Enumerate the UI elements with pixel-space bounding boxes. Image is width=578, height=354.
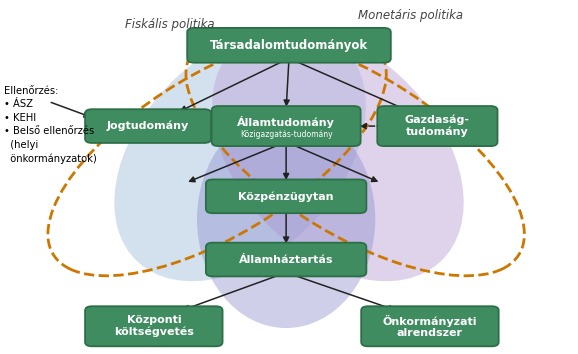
FancyBboxPatch shape <box>361 306 499 346</box>
FancyBboxPatch shape <box>212 106 361 146</box>
Text: Fiskális politika: Fiskális politika <box>125 18 214 31</box>
Text: Közpénzügytan: Közpénzügytan <box>238 191 334 201</box>
Ellipse shape <box>212 27 464 281</box>
Text: Jogtudomány: Jogtudomány <box>107 121 189 131</box>
Text: Közigazgatás-tudomány: Közigazgatás-tudomány <box>240 130 332 139</box>
FancyBboxPatch shape <box>85 306 223 346</box>
Text: Központi
költségvetés: Központi költségvetés <box>114 315 194 337</box>
Text: Államtudomány: Államtudomány <box>237 116 335 128</box>
FancyBboxPatch shape <box>206 243 366 276</box>
Text: Ellenőrzés:
• ÁSZ
• KEHI
• Belső ellenőrzés
  (helyi
  önkormányzatok): Ellenőrzés: • ÁSZ • KEHI • Belső ellenőr… <box>4 86 97 164</box>
FancyBboxPatch shape <box>187 28 391 63</box>
FancyBboxPatch shape <box>206 179 366 213</box>
Text: Gazdaság-
tudomány: Gazdaság- tudomány <box>405 115 470 137</box>
Text: Társadalomtudományok: Társadalomtudományok <box>210 39 368 52</box>
FancyBboxPatch shape <box>85 109 211 143</box>
Text: Monetáris politika: Monetáris politika <box>358 9 463 22</box>
Ellipse shape <box>114 27 366 281</box>
Ellipse shape <box>197 110 375 328</box>
Text: Államháztartás: Államháztartás <box>239 255 334 264</box>
Text: Önkormányzati
alrendszer: Önkormányzati alrendszer <box>383 314 477 338</box>
FancyBboxPatch shape <box>377 106 498 146</box>
